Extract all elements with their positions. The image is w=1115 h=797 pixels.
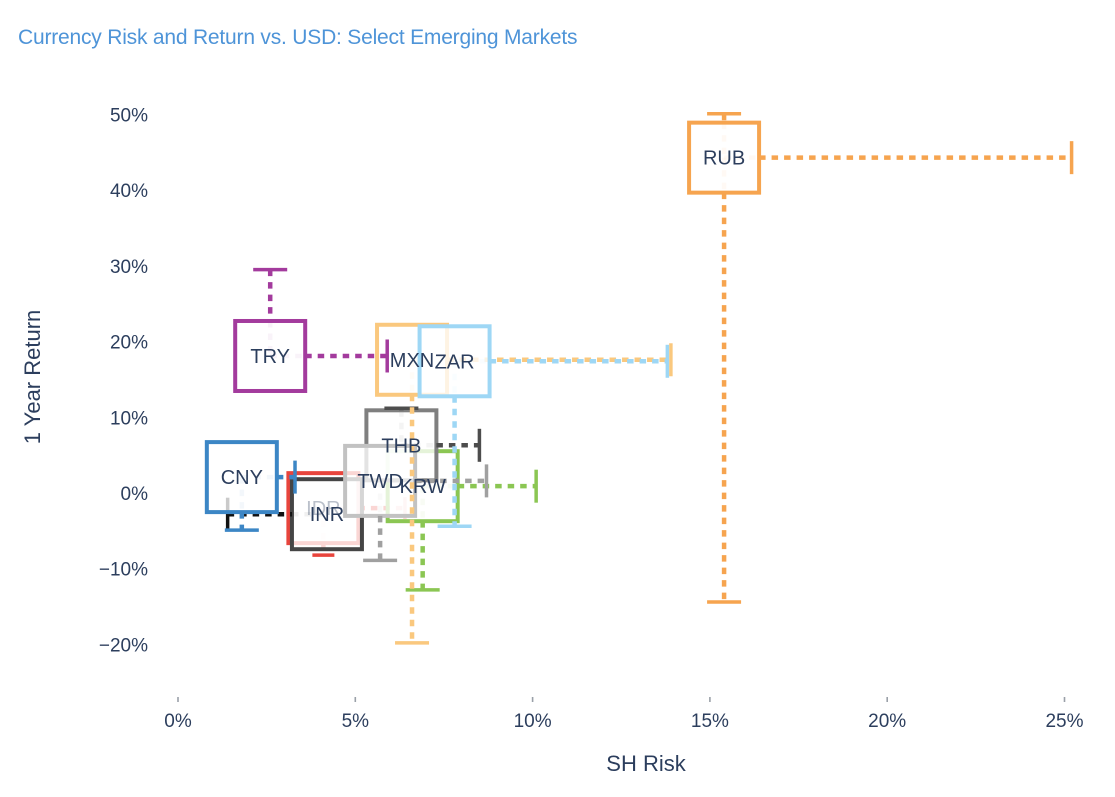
x-axis-tick-label: 15% <box>691 711 729 732</box>
currency-label-INR: INR <box>310 504 344 526</box>
currency-RUB <box>687 111 1074 604</box>
y-axis-tick-label: 40% <box>110 181 148 202</box>
y-axis-tick-label: −20% <box>99 635 148 656</box>
currency-label-ZAR: ZAR <box>435 351 475 373</box>
x-axis-tick-label: 0% <box>164 711 192 732</box>
y-axis-tick-label: 10% <box>110 408 148 429</box>
currency-label-IDR: IDR <box>306 498 340 520</box>
currency-CNY <box>204 440 297 532</box>
y-axis-tick-label: 30% <box>110 257 148 278</box>
x-axis-tick-label: 10% <box>514 711 552 732</box>
currency-label-THB: THB <box>381 435 421 457</box>
currency-label-MXN: MXN <box>390 350 434 372</box>
currency-label-TRY: TRY <box>250 346 290 368</box>
x-axis-title: SH Risk <box>606 751 686 776</box>
x-axis-tick-label: 20% <box>868 711 906 732</box>
x-axis-tick-label: 5% <box>342 711 370 732</box>
currency-box-TWD[interactable] <box>343 443 418 518</box>
currency-label-KRW: KRW <box>400 476 446 498</box>
y-axis-title: 1 Year Return <box>20 309 45 445</box>
y-axis-tick-label: 20% <box>110 333 148 354</box>
currency-TWD <box>343 443 489 563</box>
currency-ZAR <box>417 324 670 529</box>
y-axis-tick-label: 0% <box>121 484 149 505</box>
currency-TRY <box>233 267 389 393</box>
y-axis-tick-label: 50% <box>110 106 148 127</box>
currency-label-CNY: CNY <box>221 467 263 489</box>
currency-label-TWD: TWD <box>357 471 403 493</box>
chart-title: Currency Risk and Return vs. USD: Select… <box>18 26 578 50</box>
y-axis-tick-label: −10% <box>99 560 148 581</box>
x-axis-tick-label: 25% <box>1045 711 1083 732</box>
currency-label-RUB: RUB <box>703 148 745 170</box>
